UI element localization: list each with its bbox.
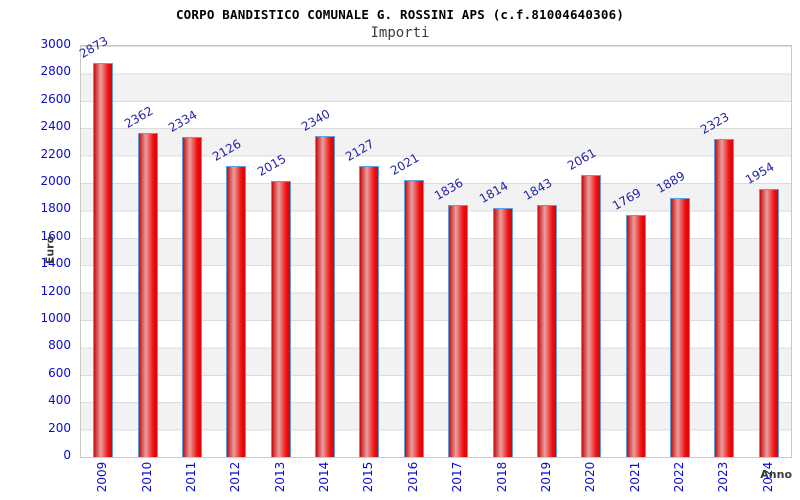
y-tick-label: 1000 — [40, 311, 71, 325]
y-tick-label: 400 — [48, 393, 71, 408]
chart-title: CORPO BANDISTICO COMUNALE G. ROSSINI APS… — [175, 7, 625, 22]
y-axis-title: Euro — [43, 235, 57, 265]
y-tick-label: 2400 — [40, 119, 71, 134]
bar-2021: 1769 — [610, 185, 646, 457]
bar-slot: 2334 — [166, 46, 214, 457]
y-tick-label: 600 — [48, 365, 71, 380]
bar-2011: 2334 — [166, 108, 202, 457]
y-tick-label: 1800 — [40, 201, 71, 216]
x-tick-label: 2018 — [494, 461, 509, 493]
y-tick-label: 200 — [48, 420, 71, 435]
bar-slot: 1843 — [521, 46, 569, 457]
y-tick-label: 2000 — [40, 174, 71, 188]
bar-slot: 2362 — [122, 46, 169, 457]
bar-2020: 2061 — [565, 145, 602, 457]
bar-value-label: 1889 — [654, 168, 688, 197]
bar-slot: 2873 — [77, 34, 125, 457]
bar-value-label: 2015 — [254, 151, 289, 179]
bar-value-label: 2323 — [698, 109, 732, 137]
bar-2016: 2021 — [388, 151, 424, 457]
y-tick-label: 1200 — [40, 283, 71, 298]
bar-value-label: 2127 — [343, 136, 377, 164]
y-tick-label: 2600 — [40, 91, 71, 106]
y-tick-label: 1600 — [40, 228, 71, 243]
bar-slot: 2021 — [388, 46, 436, 457]
x-tick-label: 2023 — [716, 461, 731, 493]
bar-value-label: 1769 — [609, 185, 644, 213]
bar-2014: 2340 — [299, 107, 336, 457]
bar-value-label: 2021 — [387, 150, 422, 179]
bar-value-label: 2061 — [565, 145, 599, 173]
bar-value-label: 1954 — [742, 159, 777, 188]
bar-value-label: 2362 — [121, 104, 156, 132]
bar-2010: 2362 — [122, 104, 158, 457]
y-tick-label: 0 — [63, 448, 71, 462]
bar-2013: 2015 — [255, 152, 291, 457]
x-tick-label: 2015 — [361, 461, 376, 493]
x-axis-title: Anno — [760, 468, 792, 481]
bar-2017: 1836 — [432, 176, 469, 457]
bar-2024: 1954 — [743, 160, 779, 457]
bar-value-label: 2126 — [210, 136, 244, 164]
x-tick-label: 2019 — [538, 461, 553, 493]
bar-slot: 1836 — [432, 46, 480, 457]
bar-2012: 2126 — [210, 136, 247, 457]
x-tick-label: 2014 — [317, 461, 332, 493]
bar-slot: 2015 — [255, 46, 303, 457]
bar-value-label: 2340 — [299, 107, 333, 135]
bar-slot: 2127 — [343, 46, 391, 457]
bar-value-label: 2334 — [165, 107, 200, 136]
x-tick-label: 2011 — [183, 461, 198, 493]
x-tick-label: 2013 — [272, 461, 287, 493]
bar-slot: 1954 — [743, 46, 791, 457]
bar-slot: 2061 — [565, 46, 613, 457]
bar-value-label: 1814 — [476, 179, 511, 207]
bar-2022: 1889 — [654, 169, 691, 457]
y-tick-label: 2800 — [40, 64, 71, 79]
x-tick-label: 2012 — [228, 461, 243, 493]
x-tick-label: 2010 — [139, 461, 154, 493]
y-tick-label: 3000 — [40, 37, 71, 51]
bar-2018: 1814 — [477, 179, 513, 457]
bar-value-label: 1836 — [432, 176, 466, 204]
bar-slot: 2323 — [698, 46, 746, 457]
x-tick-label: 2016 — [405, 461, 420, 493]
bar-slot: 1814 — [477, 46, 524, 457]
bar-slot: 2340 — [299, 46, 347, 457]
plot-area: 2873 2362 2334 2126 2015 2340 2127 2021 1836 1814… — [77, 34, 792, 458]
chart-subtitle: Importi — [370, 25, 430, 41]
y-tick-label: 1400 — [40, 256, 71, 271]
bar-slot: 1889 — [654, 46, 702, 457]
bar-2019: 1843 — [521, 175, 557, 457]
bar-2015: 2127 — [343, 136, 380, 457]
x-tick-label: 2009 — [95, 461, 110, 493]
x-tick-label: 2021 — [627, 461, 642, 493]
bar-slot: 2126 — [210, 46, 258, 457]
y-tick-label: 2200 — [40, 146, 71, 161]
bar-value-label: 1843 — [520, 175, 555, 203]
x-tick-label: 2022 — [672, 461, 687, 493]
x-tick-label: 2020 — [583, 461, 598, 493]
bar-slot: 1769 — [610, 46, 658, 457]
y-tick-label: 800 — [48, 338, 71, 353]
bar-2009: 2873 — [77, 34, 114, 457]
bar-2023: 2323 — [698, 109, 735, 457]
x-tick-label: 2017 — [450, 461, 465, 493]
